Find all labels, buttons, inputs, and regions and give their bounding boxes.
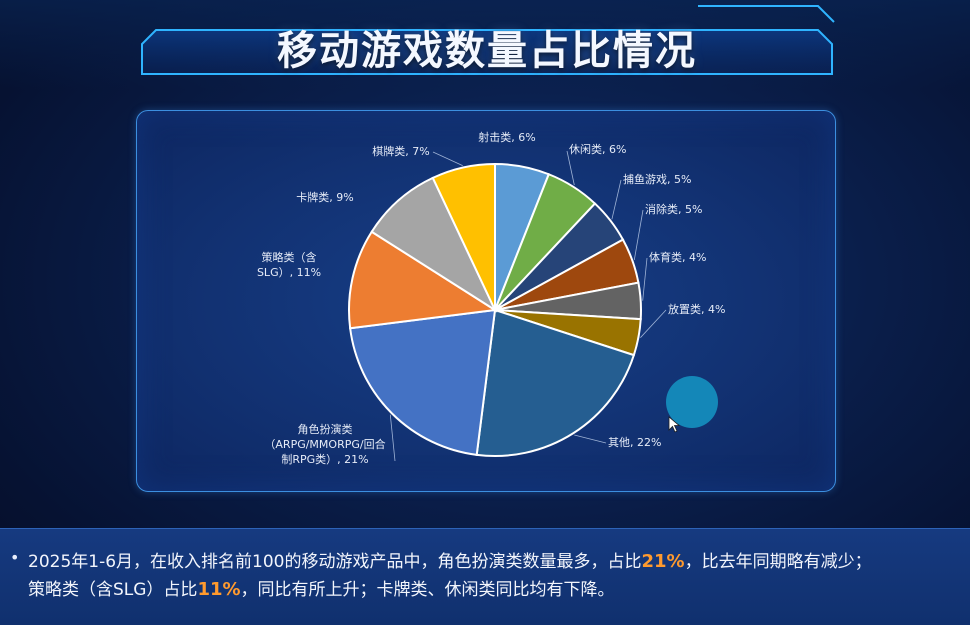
page-title: 移动游戏数量占比情况 bbox=[277, 28, 697, 74]
leader-line-2 bbox=[611, 179, 622, 220]
leader-line-4 bbox=[642, 257, 648, 301]
pie-slice-6 bbox=[475, 308, 636, 457]
leader-line-3 bbox=[633, 209, 644, 260]
slice-label-0: 射击类, 6% bbox=[478, 130, 535, 144]
leader-line-10 bbox=[432, 151, 463, 166]
highlight-slg-share: 11% bbox=[197, 579, 241, 600]
leader-line-6 bbox=[574, 434, 607, 444]
pie-slice-8 bbox=[347, 230, 498, 330]
pie-slice-9 bbox=[370, 176, 498, 313]
leader-line-1 bbox=[566, 150, 575, 186]
slice-label-5: 放置类, 4% bbox=[668, 302, 725, 316]
summary-line-1: 2025年1-6月，在收入排名前100的移动游戏产品中，角色扮演类数量最多，占比… bbox=[28, 547, 872, 572]
slice-label-3: 消除类, 5% bbox=[645, 202, 702, 216]
mouse-pointer-icon bbox=[668, 416, 681, 433]
title-banner-frame bbox=[141, 5, 835, 75]
slice-label-9: 卡牌类, 9% bbox=[296, 190, 353, 204]
summary-line-1-text-a: 2025年1-6月，在收入排名前100的移动游戏产品中，角色扮演类数量最多，占比 bbox=[28, 552, 642, 572]
pie-slice-10 bbox=[431, 162, 496, 311]
slice-label-4: 体育类, 4% bbox=[649, 250, 706, 264]
title-banner: 移动游戏数量占比情况 bbox=[138, 4, 836, 76]
highlight-rpg-share: 21% bbox=[641, 551, 685, 572]
chart-panel: 射击类, 6% 休闲类, 6% 捕鱼游戏, 5% 消除类, 5% 体育类, 4% 放置类,… bbox=[136, 110, 836, 492]
pie-chart: 射击类, 6% 休闲类, 6% 捕鱼游戏, 5% 消除类, 5% 体育类, 4% 放置类,… bbox=[257, 130, 725, 466]
summary-line-2-text-b: ，同比有所上升；卡牌类、休闲类同比均有下降。 bbox=[240, 580, 615, 600]
slice-label-1: 休闲类, 6% bbox=[569, 142, 626, 156]
slice-label-10: 棋牌类, 7% bbox=[372, 144, 429, 158]
pie-slice-7 bbox=[349, 308, 497, 456]
slice-label-7: 角色扮演类（ARPG/MMORPG/回合制RPG类）, 21% bbox=[264, 422, 385, 466]
summary-line-2: 策略类（含SLG）占比11%，同比有所上升；卡牌类、休闲类同比均有下降。 bbox=[28, 575, 615, 600]
cursor-highlight bbox=[666, 376, 718, 428]
summary-line-2-text-a: 策略类（含SLG）占比 bbox=[28, 580, 198, 600]
summary-band bbox=[0, 528, 970, 625]
leader-line-7 bbox=[389, 414, 396, 462]
summary-line-1-text-b: ，比去年同期略有减少； bbox=[684, 552, 872, 572]
slice-label-6: 其他, 22% bbox=[608, 436, 661, 449]
bullet-icon: • bbox=[10, 548, 20, 567]
leader-line-5 bbox=[640, 309, 667, 338]
slice-label-8: 策略类（含 SLG）, 11% bbox=[257, 250, 321, 279]
slice-label-2: 捕鱼游戏, 5% bbox=[623, 172, 691, 186]
